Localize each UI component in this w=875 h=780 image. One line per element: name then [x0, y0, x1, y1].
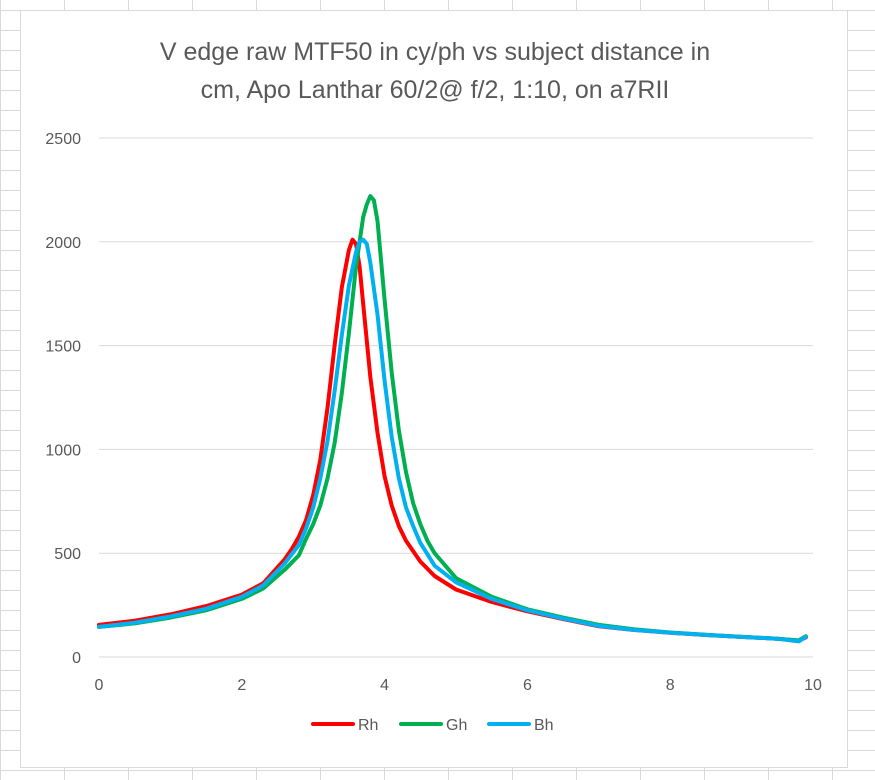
x-tick-label: 8: [666, 677, 675, 694]
y-tick-label: 1000: [45, 442, 81, 459]
series-line-bh: [97, 237, 808, 644]
series-line-gh: [97, 194, 808, 643]
chart-title: V edge raw MTF50 in cy/ph vs subject dis…: [21, 33, 849, 109]
y-tick-label: 1500: [45, 339, 81, 356]
chart-area[interactable]: V edge raw MTF50 in cy/ph vs subject dis…: [20, 10, 848, 768]
legend-label-gh: Gh: [446, 717, 467, 734]
x-tick-label: 10: [804, 677, 822, 694]
plot-svg: 0 500 1000 1500 2000 2500 0 2 4 6 8 10 Rh Gh Bh: [45, 131, 822, 734]
y-tick-label: 0: [72, 650, 81, 667]
x-tick-label: 0: [95, 677, 104, 694]
legend-label-bh: Bh: [534, 717, 554, 734]
y-tick-label: 2000: [45, 235, 81, 252]
y-tick-label: 500: [54, 546, 81, 563]
y-tick-label: 2500: [45, 131, 81, 148]
chart-title-line-1: V edge raw MTF50 in cy/ph vs subject dis…: [159, 38, 711, 66]
legend-label-rh: Rh: [358, 717, 378, 734]
chart-title-line-2: cm, Apo Lanthar 60/2@ f/2, 1:10, on a7RI…: [200, 76, 670, 104]
x-tick-label: 2: [237, 677, 246, 694]
x-tick-label: 6: [523, 677, 532, 694]
x-tick-label: 4: [380, 677, 389, 694]
